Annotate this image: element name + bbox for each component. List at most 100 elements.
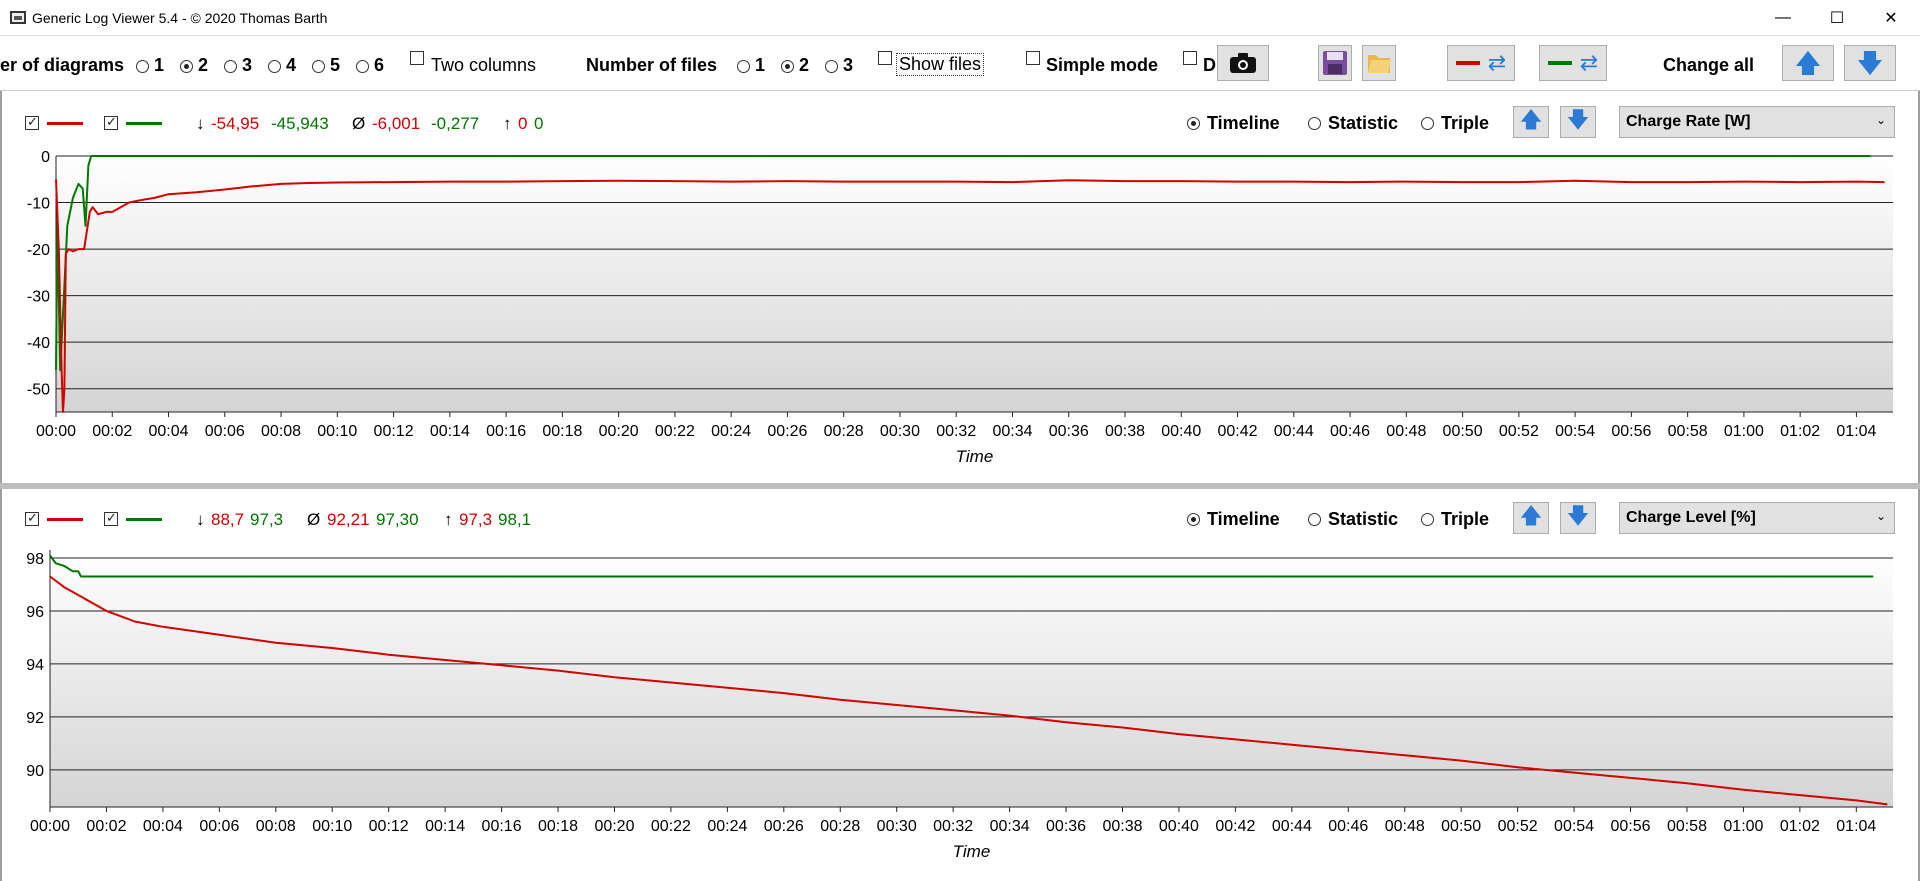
x-tick-label: 00:52 — [1499, 423, 1539, 440]
files-option-1: 1 — [755, 55, 766, 75]
panel-border — [0, 91, 2, 483]
statistic-label: Statistic — [1328, 509, 1399, 529]
x-tick-label: 00:18 — [542, 423, 582, 440]
show-files-label[interactable]: Show files — [896, 53, 985, 76]
timeline-radio[interactable] — [1187, 117, 1200, 130]
x-tick-label: 00:02 — [86, 818, 126, 835]
panel-down-button[interactable]: 🡇 — [1560, 106, 1596, 138]
screenshot-button[interactable] — [1217, 45, 1269, 81]
avg-value-file2: -0,277 — [431, 114, 480, 133]
statistic-radio[interactable] — [1308, 513, 1321, 526]
diagrams-radio-5[interactable] — [312, 60, 325, 73]
x-tick-label: 01:02 — [1780, 423, 1820, 440]
arrow-down-icon: 🡇 — [1566, 503, 1590, 528]
channel-dropdown[interactable]: Charge Level [%] ⌄ — [1619, 502, 1895, 534]
folder-icon — [1368, 55, 1391, 73]
x-tick-label: 01:04 — [1836, 423, 1876, 440]
diagrams-radio-4[interactable] — [268, 60, 281, 73]
diagrams-radio-6[interactable] — [356, 60, 369, 73]
x-tick-label: 00:38 — [1102, 818, 1142, 835]
floppy-disk-icon — [1323, 51, 1347, 75]
open-folder-button[interactable] — [1362, 45, 1396, 81]
files-radio-2[interactable] — [781, 60, 794, 73]
toolbar: er of diagrams 1 2 3 4 5 6 Two columns N… — [0, 37, 1920, 91]
app-icon — [10, 11, 26, 24]
y-tick-label: -20 — [27, 242, 50, 259]
reload-file2-button[interactable]: ⇄ — [1539, 45, 1607, 81]
series1-line-swatch — [47, 518, 83, 521]
two-columns-checkbox[interactable] — [410, 51, 424, 65]
y-tick-label: -10 — [27, 196, 50, 213]
triple-radio[interactable] — [1421, 513, 1434, 526]
d-checkbox[interactable] — [1183, 51, 1197, 65]
x-tick-label: 00:04 — [143, 818, 183, 835]
diagrams-option-4: 4 — [286, 55, 297, 75]
plot-area — [50, 550, 1893, 807]
x-tick-label: 00:00 — [36, 423, 76, 440]
save-button[interactable] — [1318, 45, 1352, 81]
x-tick-label: 00:26 — [767, 423, 807, 440]
x-tick-label: 00:44 — [1272, 818, 1312, 835]
panel-up-button[interactable]: 🡅 — [1513, 502, 1549, 534]
x-tick-label: 00:40 — [1161, 423, 1201, 440]
x-tick-label: 00:56 — [1611, 423, 1651, 440]
avg-value-file2: 97,30 — [376, 510, 419, 529]
average-icon: Ø — [352, 114, 366, 133]
files-radio-3[interactable] — [825, 60, 838, 73]
x-tick-label: 00:42 — [1215, 818, 1255, 835]
series1-visibility-checkbox[interactable] — [25, 510, 39, 526]
title-bar: Generic Log Viewer 5.4 - © 2020 Thomas B… — [0, 0, 1920, 36]
min-arrow-icon: ↓ — [196, 114, 205, 133]
series1-visibility-checkbox[interactable] — [25, 114, 39, 130]
reload-file1-button[interactable]: ⇄ — [1447, 45, 1515, 81]
maximize-button[interactable]: ☐ — [1829, 10, 1845, 27]
max-arrow-icon: ↑ — [444, 510, 453, 529]
triple-radio[interactable] — [1421, 117, 1434, 130]
two-columns-label: Two columns — [431, 55, 537, 75]
refresh-icon: ⇄ — [1579, 50, 1599, 75]
diagrams-radio-1[interactable] — [136, 60, 149, 73]
y-tick-label: -40 — [27, 335, 50, 352]
x-tick-label: 00:58 — [1668, 423, 1708, 440]
x-tick-label: 00:34 — [992, 423, 1032, 440]
timeline-radio[interactable] — [1187, 513, 1200, 526]
x-tick-label: 00:06 — [199, 818, 239, 835]
files-radio-1[interactable] — [737, 60, 750, 73]
x-tick-label: 00:46 — [1330, 423, 1370, 440]
x-tick-label: 01:00 — [1723, 818, 1763, 835]
x-tick-label: 00:34 — [990, 818, 1030, 835]
channel-dropdown[interactable]: Charge Rate [W] ⌄ — [1619, 106, 1895, 138]
diagrams-option-3: 3 — [242, 55, 253, 75]
camera-icon — [1230, 53, 1256, 73]
diagrams-radio-2[interactable] — [180, 60, 193, 73]
change-all-down-button[interactable]: 🡇 — [1844, 45, 1896, 81]
x-tick-label: 00:24 — [707, 818, 747, 835]
series2-line-swatch — [126, 122, 162, 125]
panel-separator[interactable] — [0, 483, 1920, 489]
file2-color-swatch — [1547, 61, 1572, 65]
x-tick-label: 00:20 — [599, 423, 639, 440]
x-tick-label: 00:36 — [1046, 818, 1086, 835]
x-tick-label: 00:16 — [482, 818, 522, 835]
close-button[interactable]: ✕ — [1884, 10, 1898, 27]
minimize-button[interactable]: — — [1775, 9, 1791, 26]
avg-value-file1: -6,001 — [372, 114, 421, 133]
average-icon: Ø — [307, 510, 321, 529]
series2-visibility-checkbox[interactable] — [104, 114, 118, 130]
panel-up-button[interactable]: 🡅 — [1513, 106, 1549, 138]
y-tick-label: 0 — [41, 149, 50, 166]
x-tick-label: 00:00 — [30, 818, 70, 835]
show-files-checkbox[interactable] — [878, 51, 892, 65]
diagrams-radio-3[interactable] — [224, 60, 237, 73]
y-tick-label: 96 — [26, 604, 44, 621]
simple-mode-checkbox[interactable] — [1026, 51, 1040, 65]
statistic-radio[interactable] — [1308, 117, 1321, 130]
series-file1-line — [49, 575, 1888, 806]
arrow-up-icon: 🡅 — [1519, 503, 1543, 528]
panel-down-button[interactable]: 🡇 — [1560, 502, 1596, 534]
files-label: Number of files — [586, 55, 718, 75]
x-tick-label: 00:24 — [711, 423, 751, 440]
change-all-up-button[interactable]: 🡅 — [1782, 45, 1834, 81]
panel-border — [0, 489, 2, 881]
series2-visibility-checkbox[interactable] — [104, 510, 118, 526]
